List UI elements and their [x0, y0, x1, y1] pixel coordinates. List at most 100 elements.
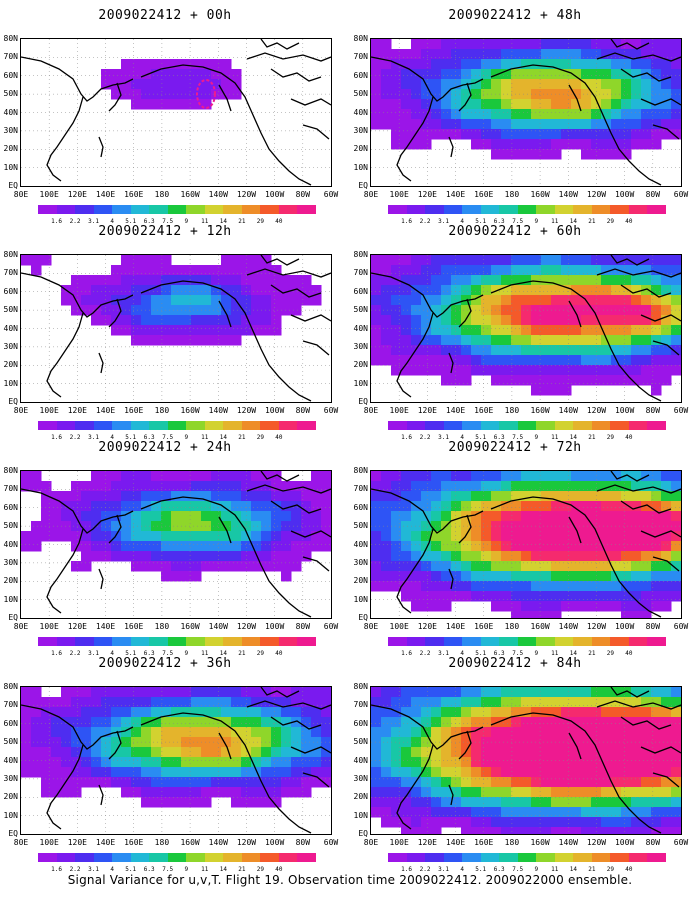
contour-fill-cell	[441, 717, 452, 728]
contour-fill-cell	[581, 561, 592, 572]
contour-fill-cell	[391, 571, 402, 582]
coastline	[98, 568, 104, 590]
longitude-label: 100E	[39, 622, 59, 631]
contour-fill-cell	[221, 787, 232, 798]
colorbar-label: 21	[588, 434, 596, 441]
contour-fill-cell	[181, 571, 192, 582]
contour-fill-cell	[191, 777, 202, 788]
contour-fill-cell	[601, 99, 612, 110]
contour-fill-cell	[631, 315, 642, 326]
longitude-label: 180	[154, 406, 170, 415]
contour-fill-cell	[461, 827, 472, 834]
colorbar-label: 3.1	[438, 218, 450, 225]
contour-fill-cell	[241, 541, 252, 552]
contour-fill-cell	[551, 531, 562, 542]
contour-fill-cell	[511, 687, 522, 698]
contour-fill-cell	[251, 531, 262, 542]
contour-fill-cell	[271, 511, 282, 522]
contour-fill-cell	[671, 817, 681, 828]
contour-fill-cell	[421, 807, 432, 818]
contour-fill-cell	[391, 541, 402, 552]
contour-fill-cell	[641, 99, 652, 110]
contour-fill-cell	[671, 315, 681, 326]
contour-fill-cell	[511, 149, 522, 160]
colorbar	[388, 853, 666, 862]
contour-fill-cell	[621, 149, 632, 160]
contour-fill-cell	[471, 501, 482, 512]
contour-fill-cell	[411, 687, 422, 698]
colorbar-swatch	[130, 853, 150, 862]
contour-fill-cell	[241, 757, 252, 768]
coastline	[246, 700, 331, 710]
contour-fill-cell	[291, 767, 302, 778]
contour-fill-cell	[501, 375, 512, 386]
contour-fill-cell	[661, 561, 672, 572]
contour-fill-cell	[511, 551, 522, 562]
latitude-label: 50N	[3, 737, 18, 747]
contour-fill-cell	[371, 471, 382, 482]
contour-fill-cell	[461, 551, 472, 562]
contour-fill-cell	[391, 79, 402, 90]
contour-fill-cell	[381, 767, 392, 778]
contour-fill-cell	[511, 285, 522, 296]
coastline	[270, 716, 322, 730]
contour-fill-cell	[231, 265, 242, 276]
contour-fill-cell	[541, 375, 552, 386]
contour-fill-cell	[171, 99, 182, 110]
colorbar-label: 3.1	[88, 650, 100, 657]
contour-fill-cell	[431, 315, 442, 326]
contour-fill-cell	[441, 687, 452, 698]
longitude-label: 80E	[363, 406, 379, 415]
contour-fill-cell	[421, 345, 432, 356]
contour-fill-cell	[561, 59, 572, 70]
contour-fill-cell	[591, 687, 602, 698]
contour-fill-cell	[551, 355, 562, 366]
contour-fill-cell	[551, 285, 562, 296]
contour-fill-cell	[531, 59, 542, 70]
contour-fill-cell	[281, 787, 292, 798]
contour-fill-cell	[171, 561, 182, 572]
contour-fill-cell	[541, 707, 552, 718]
contour-fill-cell	[271, 305, 282, 316]
contour-fill-cell	[481, 265, 492, 276]
contour-fill-cell	[541, 737, 552, 748]
contour-fill-cell	[641, 89, 652, 100]
contour-fill-cell	[381, 255, 392, 266]
contour-fill-cell	[311, 707, 322, 718]
contour-fill-cell	[651, 501, 662, 512]
contour-fill-cell	[581, 355, 592, 366]
contour-fill-cell	[201, 315, 212, 326]
contour-fill-cell	[221, 295, 232, 306]
contour-fill-cell	[471, 325, 482, 336]
contour-fill-cell	[411, 541, 422, 552]
contour-fill-cell	[181, 305, 192, 316]
contour-fill-cell	[151, 727, 162, 738]
contour-fill-cell	[541, 717, 552, 728]
latitude-label: 60N	[3, 502, 18, 512]
contour-fill-cell	[301, 501, 312, 512]
contour-fill-cell	[501, 747, 512, 758]
contour-fill-cell	[381, 275, 392, 286]
contour-fill-cell	[481, 511, 492, 522]
contour-fill-cell	[481, 79, 492, 90]
contour-fill-cell	[491, 581, 502, 592]
contour-fill-cell	[551, 827, 562, 834]
contour-fill-cell	[541, 561, 552, 572]
colorbar-swatch	[93, 421, 113, 430]
contour-fill-cell	[611, 687, 622, 698]
contour-fill-cell	[421, 717, 432, 728]
coastline	[46, 744, 84, 830]
contour-fill-cell	[131, 531, 142, 542]
latitude-label: 80N	[353, 682, 368, 691]
contour-fill-cell	[651, 119, 662, 130]
contour-fill-cell	[151, 551, 162, 562]
contour-fill-cell	[481, 355, 492, 366]
contour-fill-cell	[31, 697, 42, 708]
contour-fill-cell	[301, 541, 312, 552]
contour-fill-cell	[231, 89, 242, 100]
contour-fill-cell	[431, 777, 442, 788]
contour-fill-cell	[131, 471, 142, 482]
contour-fill-cell	[391, 501, 402, 512]
contour-fill-cell	[541, 275, 552, 286]
colorbar-label: 40	[625, 218, 633, 225]
